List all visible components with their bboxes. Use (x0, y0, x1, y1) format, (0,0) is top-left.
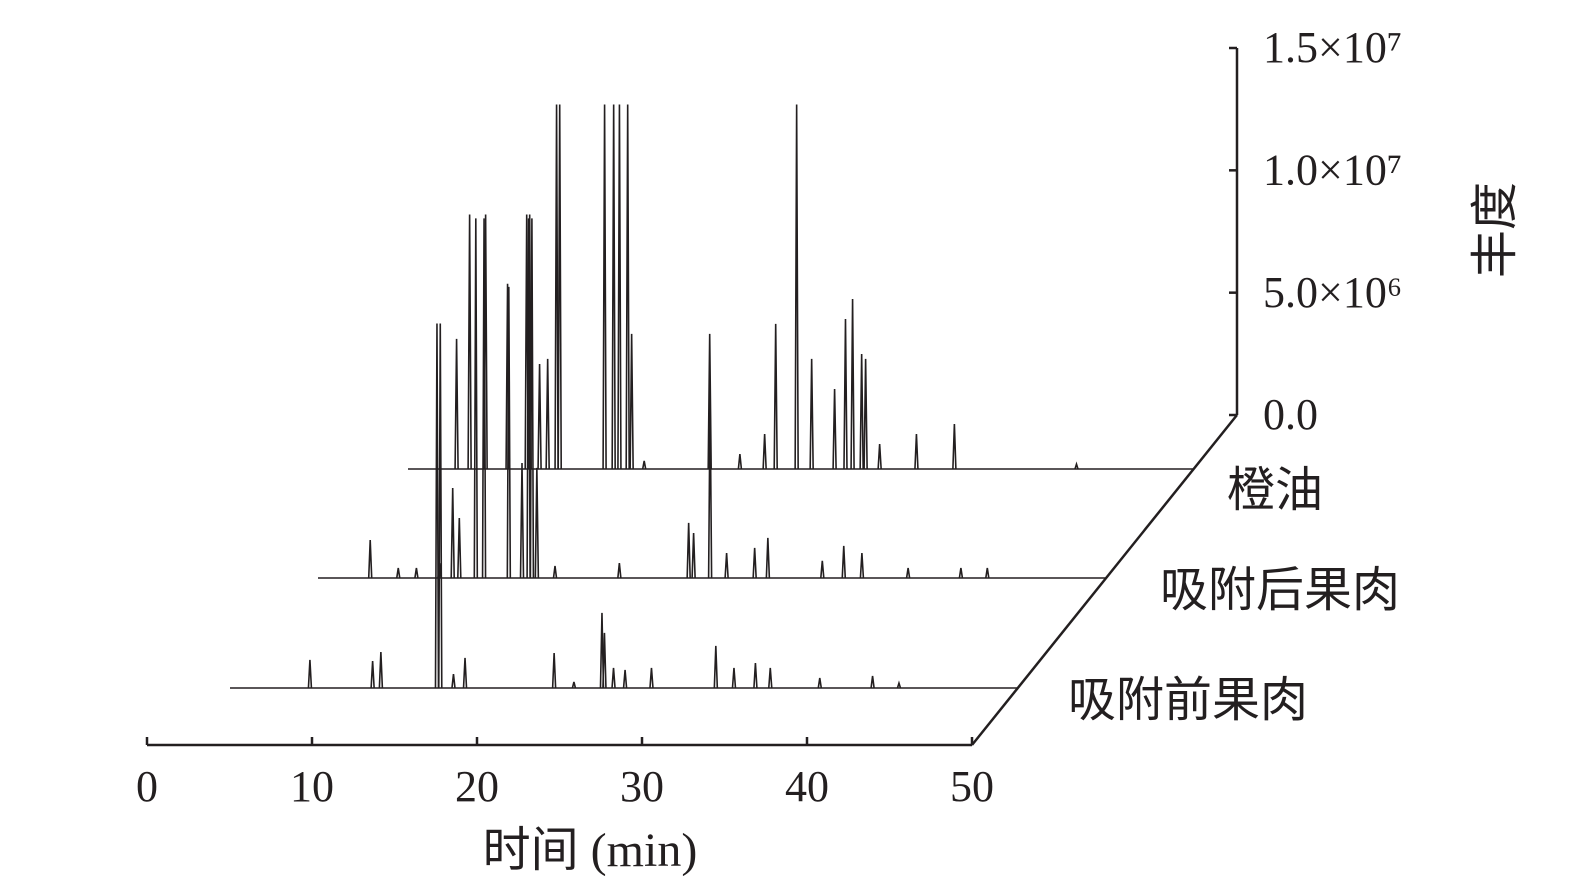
peak (611, 104, 616, 470)
peak (713, 645, 719, 689)
peak (641, 460, 647, 470)
y-tick-label: 1.0×10⁷ (1263, 145, 1402, 194)
peak (611, 667, 616, 689)
series-label: 吸附前果肉 (1068, 674, 1308, 727)
peak (524, 214, 530, 470)
peak (707, 333, 712, 470)
peak (434, 323, 440, 689)
peak (958, 567, 964, 579)
peak (378, 652, 384, 689)
peak (625, 104, 630, 470)
peak (467, 214, 472, 470)
peak (817, 677, 823, 689)
y-axis-title: 丰度 (1469, 182, 1522, 278)
peak (767, 667, 773, 689)
peak (450, 487, 456, 579)
peak (454, 338, 459, 470)
series-label: 吸附后果肉 (1160, 564, 1400, 617)
x-tick-label: 0 (136, 762, 158, 811)
peak (649, 667, 654, 689)
peak (395, 567, 401, 579)
peak (773, 323, 778, 470)
peak (1074, 461, 1079, 470)
peak (602, 632, 607, 689)
peak (370, 661, 375, 689)
peak (617, 104, 622, 470)
peak (462, 657, 468, 689)
peak (843, 319, 848, 470)
peak (537, 364, 542, 470)
peak (809, 358, 814, 470)
peak (307, 659, 313, 689)
peak (519, 462, 525, 579)
peak (622, 669, 628, 689)
peak (617, 562, 622, 579)
x-tick-label: 30 (620, 762, 664, 811)
peak (832, 388, 837, 470)
peak (483, 214, 488, 470)
peak (552, 565, 558, 579)
peak (602, 104, 607, 470)
peak (765, 537, 771, 579)
peak (414, 567, 419, 579)
peak (545, 358, 550, 470)
peak (691, 532, 696, 579)
peak (534, 467, 540, 579)
peak (437, 562, 442, 579)
peak (629, 333, 634, 470)
peak (870, 675, 875, 689)
peak (753, 662, 758, 689)
peak (985, 567, 990, 579)
peak (686, 522, 691, 579)
peak (905, 567, 911, 579)
peak (820, 560, 825, 579)
peak (863, 358, 868, 470)
peak (551, 652, 557, 689)
peak (752, 547, 757, 579)
peak (724, 552, 729, 579)
peak (451, 673, 456, 689)
x-tick-label: 50 (950, 762, 994, 811)
peak (457, 518, 462, 579)
series-label: 橙油 (1227, 464, 1323, 517)
x-tick-label: 40 (785, 762, 829, 811)
peak (850, 298, 855, 470)
peak (914, 433, 919, 470)
peak (554, 104, 559, 470)
peak (437, 323, 443, 689)
peak (473, 218, 479, 579)
peak (731, 667, 737, 689)
y-tick-label: 1.5×10⁷ (1263, 23, 1402, 72)
peak (367, 540, 373, 579)
x-tick-label: 20 (455, 762, 499, 811)
peak (571, 681, 577, 689)
peak (481, 218, 487, 579)
peak (557, 104, 563, 470)
peak (505, 283, 510, 470)
peak (877, 443, 882, 470)
peak (952, 423, 957, 470)
peak (762, 433, 767, 470)
depth-axis (971, 414, 1238, 746)
peak (896, 680, 902, 689)
peak (859, 552, 865, 579)
peak (794, 104, 799, 470)
peak (841, 545, 847, 579)
x-tick-label: 10 (290, 762, 334, 811)
peak (859, 353, 864, 470)
peak (506, 286, 512, 579)
y-tick-label: 5.0×10⁶ (1263, 268, 1402, 317)
x-axis-title: 时间 (min) (483, 824, 698, 877)
peak (737, 453, 743, 470)
y-tick-label: 0.0 (1263, 390, 1318, 439)
peak (527, 214, 532, 470)
